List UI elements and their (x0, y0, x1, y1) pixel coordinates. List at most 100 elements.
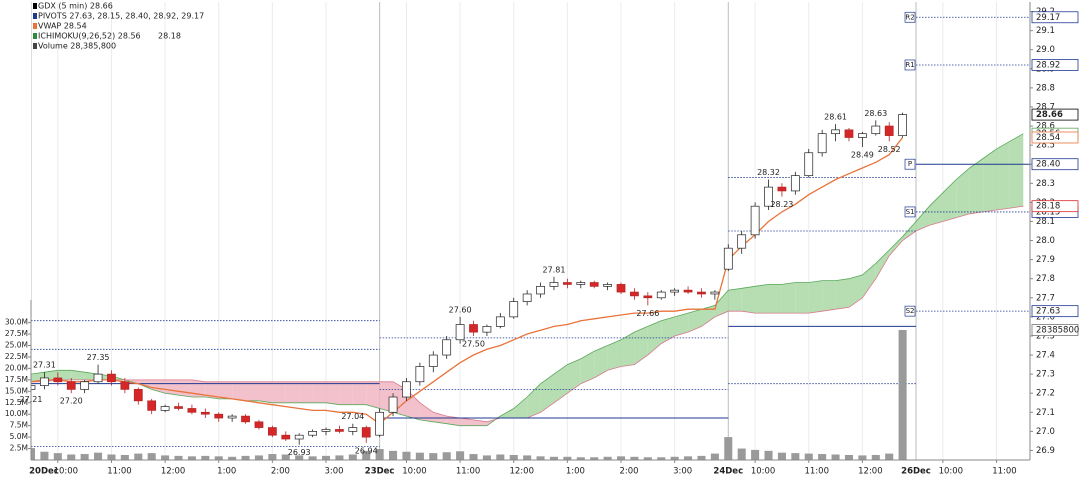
price-annotation: 26.93 (288, 448, 311, 457)
volume-bar (308, 456, 317, 460)
cloud-segment (339, 381, 353, 405)
volume-bar (134, 453, 143, 460)
volume-bar (885, 453, 894, 460)
y-tick-label: 28.6 (1036, 122, 1055, 132)
value-box (1031, 11, 1079, 24)
volume-bar (228, 456, 237, 460)
cloud-segment (634, 326, 648, 365)
volume-bar (295, 455, 304, 460)
volume-bar (268, 454, 277, 460)
volume-bar (737, 448, 746, 460)
cloud-segment (768, 284, 782, 314)
candle-body (817, 133, 827, 154)
legend-swatch (33, 43, 37, 49)
volume-bar (254, 455, 263, 460)
candle-body (415, 366, 425, 383)
candle-body (469, 324, 478, 333)
candle-body (93, 373, 103, 383)
cloud-segment (661, 316, 675, 344)
volume-bar (630, 456, 639, 460)
y2-tick-label: 10.0M (5, 409, 28, 418)
candle-body (227, 415, 237, 419)
y-tick-label: 27.9 (1036, 255, 1055, 265)
y-tick-label: 27.6 (1036, 312, 1055, 322)
candle-body (66, 381, 76, 390)
cloud-segment (540, 374, 554, 413)
candle-body (375, 411, 385, 436)
candle-body (589, 282, 599, 287)
volume-bar (523, 455, 532, 460)
price-annotation: 27.31 (33, 361, 56, 370)
candle-body (576, 282, 586, 285)
candle-body (495, 316, 505, 327)
volume-bar (120, 454, 129, 460)
candle-body (80, 381, 90, 390)
legend-swatch (33, 3, 37, 9)
volume-bar (281, 454, 290, 460)
cloud-segment (71, 370, 85, 380)
volume-bar (442, 452, 451, 460)
y-tick-label: 28.5 (1036, 141, 1055, 151)
volume-bar (603, 456, 612, 460)
candle-body (549, 282, 559, 287)
y2-tick-label: 17.5M (5, 375, 28, 384)
pivot-name: R1 (905, 61, 914, 69)
cloud-segment (205, 381, 219, 399)
volume-bar (415, 452, 424, 460)
price-annotation: 28.61 (824, 113, 847, 122)
y-tick-label: 27.1 (1036, 408, 1055, 418)
plot-area (31, 2, 1030, 460)
candle-body (630, 291, 639, 297)
candle-body (107, 373, 116, 383)
value-box-label: 28.15 (1036, 207, 1060, 217)
candle-body (858, 133, 867, 138)
cloud-segment (272, 381, 286, 403)
day-label: 26Dec (901, 467, 931, 477)
x-tick-label: 12:00 (509, 467, 534, 477)
cloud-segment (728, 288, 742, 312)
x-tick-label: 11:00 (456, 467, 481, 477)
candle-body (643, 295, 653, 299)
cloud-segment (875, 250, 890, 279)
y2-tick-label: 5.0M (10, 432, 28, 441)
value-box (1031, 59, 1079, 71)
candle-body (160, 406, 170, 411)
x-tick-label: 3:00 (673, 467, 692, 477)
volume-bar (214, 456, 223, 460)
y-tick-label: 28.1 (1036, 217, 1055, 227)
candle-body (174, 406, 183, 409)
legend-swatch (33, 33, 37, 39)
volume-bar (643, 457, 652, 460)
legend-text: 28.18 (158, 32, 181, 41)
candle-body (402, 381, 411, 398)
legend-text: ICHIMOKU(9,26,52) 28.56 (38, 32, 141, 41)
x-tick-label: 10:00 (54, 467, 79, 477)
volume-bar (40, 451, 49, 460)
value-box-label: 29.17 (1036, 13, 1060, 23)
cloud-segment (781, 282, 796, 314)
y2-tick-label: 30.0M (5, 318, 28, 327)
price-annotation: 27.50 (462, 339, 485, 348)
volume-bar (402, 451, 411, 460)
y2-tick-label: 22.5M (5, 352, 28, 361)
y-tick-label: 28.8 (1036, 83, 1055, 93)
candle-body (241, 415, 250, 423)
y-tick-label: 27.0 (1036, 427, 1055, 437)
cloud-segment (580, 351, 595, 384)
volume-bar (697, 455, 706, 460)
volume-bar (751, 449, 760, 460)
legend-text: Volume 28,385,800 (38, 42, 116, 51)
volume-bar (375, 449, 384, 460)
pivot-name: R2 (905, 13, 914, 21)
cloud-segment (701, 305, 715, 327)
value-box (1031, 305, 1079, 318)
x-tick-label: 2:00 (619, 467, 638, 477)
y2-tick-label: 7.5M (10, 421, 28, 430)
volume-bar (321, 455, 331, 460)
volume-bar (831, 454, 840, 460)
candle-body (804, 152, 814, 177)
value-box-label: 28.18 (1036, 202, 1060, 212)
candle-body (120, 381, 130, 390)
price-annotation: 27.81 (543, 265, 566, 274)
price-annotation: 28.63 (864, 109, 887, 118)
